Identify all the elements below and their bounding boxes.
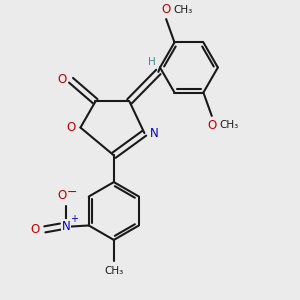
- Text: −: −: [66, 186, 77, 199]
- Text: +: +: [70, 214, 78, 224]
- Text: O: O: [31, 223, 40, 236]
- Text: CH₃: CH₃: [104, 266, 124, 276]
- Text: CH₃: CH₃: [173, 4, 193, 15]
- Text: O: O: [66, 121, 76, 134]
- Text: N: N: [149, 127, 158, 140]
- Text: O: O: [161, 3, 171, 16]
- Text: O: O: [207, 119, 216, 132]
- Text: H: H: [148, 58, 155, 68]
- Text: CH₃: CH₃: [219, 120, 238, 130]
- Text: N: N: [61, 220, 70, 233]
- Text: O: O: [57, 190, 66, 202]
- Text: O: O: [57, 73, 66, 86]
